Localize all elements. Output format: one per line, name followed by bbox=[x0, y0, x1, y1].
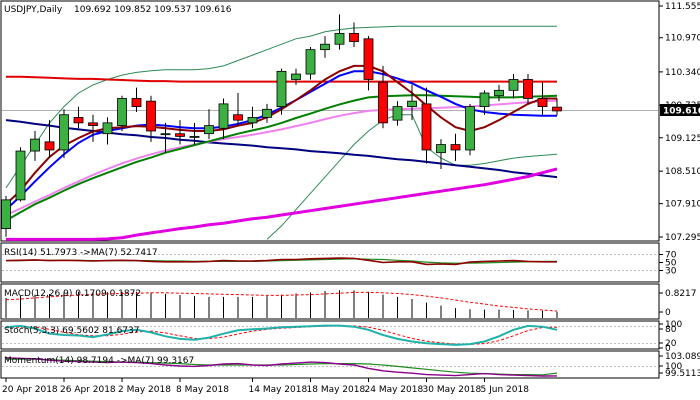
bear-candle bbox=[523, 79, 533, 99]
date-tick-label: 26 Apr 2018 bbox=[60, 385, 116, 395]
bear-candle bbox=[88, 122, 98, 126]
price-axis-tick-label: 107.910 bbox=[665, 200, 700, 210]
price-axis-tick-label: 111.555 bbox=[665, 2, 700, 12]
ohlc-values: 109.692 109.852 109.537 109.616 bbox=[74, 5, 232, 15]
macd-histogram bbox=[5, 290, 558, 318]
bear-candle bbox=[378, 81, 388, 124]
bear-candle bbox=[450, 144, 461, 151]
date-tick-label: 2 May 2018 bbox=[118, 385, 171, 395]
bull-candle bbox=[291, 73, 301, 80]
bear-candle bbox=[73, 117, 84, 124]
bollinger-upper-line bbox=[5, 25, 557, 189]
bear-candle bbox=[349, 32, 359, 42]
bull-candle bbox=[276, 70, 287, 107]
stoch-axis-tick-label: 80 bbox=[665, 325, 677, 335]
rsi-axis-tick-label: 70 bbox=[665, 251, 677, 261]
bull-candle bbox=[102, 122, 113, 135]
bear-candle bbox=[44, 141, 55, 151]
bull-candle bbox=[189, 136, 200, 138]
bull-candle bbox=[465, 106, 475, 151]
stoch-axis-tick-label: 100 bbox=[665, 320, 682, 330]
bear-candle bbox=[146, 100, 156, 132]
bull-candle bbox=[204, 125, 214, 135]
magenta-moving-average-line bbox=[6, 167, 558, 241]
rsi-axis-tick-label: 50 bbox=[665, 259, 677, 269]
date-axis: 20 Apr 2018 26 Apr 2018 2 May 2018 8 May 20… bbox=[2, 378, 529, 395]
bull-candle bbox=[494, 89, 504, 97]
date-tick-label: 20 Apr 2018 bbox=[2, 385, 58, 395]
price-axis-tick-label: 107.295 bbox=[665, 233, 700, 243]
bull-candle bbox=[247, 117, 258, 124]
bull-candle bbox=[334, 32, 345, 45]
bear-candle bbox=[363, 38, 374, 80]
macd-axis-tick-label: 0.8217 bbox=[665, 289, 697, 299]
date-tick-label: 30 May 2018 bbox=[423, 385, 482, 395]
green-moving-average-line bbox=[5, 94, 558, 222]
bear-candle bbox=[537, 98, 548, 107]
bull-candle bbox=[262, 108, 272, 118]
date-tick-label: 8 May 2018 bbox=[176, 385, 229, 395]
macd-axis-tick-label: 0 bbox=[665, 308, 671, 318]
rsi-lines bbox=[5, 257, 557, 266]
candles bbox=[1, 14, 562, 237]
navy-moving-average-line bbox=[5, 119, 558, 179]
bear-candle bbox=[421, 103, 432, 151]
bull-candle bbox=[160, 133, 171, 136]
price-axis-tick-label: 108.510 bbox=[665, 167, 700, 177]
bear-candle bbox=[552, 106, 562, 112]
stoch-title: Stoch(5,3,3) 69.5602 81.6737 bbox=[4, 326, 139, 336]
bull-candle bbox=[508, 79, 519, 91]
price-axis-tick-label: 110.970 bbox=[665, 34, 700, 44]
bull-candle bbox=[436, 144, 446, 154]
price-axis: 111.555110.970110.340109.725109.125108.5… bbox=[659, 2, 700, 243]
bull-candle bbox=[15, 150, 26, 201]
date-tick-label: 18 May 2018 bbox=[307, 385, 366, 395]
main-pane[interactable] bbox=[0, 0, 660, 242]
bull-candle bbox=[218, 103, 229, 129]
momentum-axis-tick-label: 99.5113 bbox=[665, 369, 700, 379]
momentum-axis: 103.089610099.5113 bbox=[659, 352, 700, 379]
stoch-lines bbox=[5, 324, 558, 346]
momentum-lines bbox=[5, 357, 558, 377]
momentum-ma-line bbox=[6, 358, 558, 376]
stoch-axis-tick-label: 0 bbox=[665, 344, 671, 354]
momentum-axis-tick-label: 100 bbox=[665, 362, 682, 372]
momentum-title: Momentum(14) 98.7194 ->MA(7) 99.3167 bbox=[4, 356, 194, 366]
current-price-label: 109.616 bbox=[663, 107, 700, 117]
bull-candle bbox=[1, 199, 11, 229]
rsi-axis-tick-label: 30 bbox=[665, 267, 677, 277]
date-tick-label: 24 May 2018 bbox=[365, 385, 424, 395]
bull-candle bbox=[392, 106, 403, 121]
macd-title: MACD(12,26,9) 0.1709 0.1872 bbox=[4, 289, 141, 299]
macd-axis: 0.8217 0 bbox=[659, 289, 697, 318]
current-price-box bbox=[660, 104, 700, 116]
date-tick-label: 5 Jun 2018 bbox=[481, 385, 530, 395]
stoch-main-line bbox=[5, 324, 558, 346]
bull-candle bbox=[479, 92, 490, 107]
bear-candle bbox=[131, 98, 142, 107]
price-axis-tick-label: 110.340 bbox=[665, 68, 700, 78]
bull-candle bbox=[59, 114, 69, 151]
price-axis-tick-label: 109.125 bbox=[665, 134, 700, 144]
date-tick-label: 14 May 2018 bbox=[249, 385, 308, 395]
bull-candle bbox=[407, 100, 417, 107]
bull-candle bbox=[30, 138, 40, 152]
bull-candle bbox=[117, 98, 127, 126]
rsi-line bbox=[5, 257, 557, 266]
bull-candle bbox=[305, 49, 316, 75]
symbol-title: USDJPY,Daily bbox=[4, 5, 63, 15]
rsi-title: RSI(14) 51.7973 ->MA(7) 52.7417 bbox=[4, 248, 158, 258]
bear-candle bbox=[233, 114, 243, 121]
macd-signal-line bbox=[5, 291, 558, 312]
momentum-line bbox=[5, 357, 558, 377]
bull-candle bbox=[320, 43, 330, 51]
macd-pane[interactable] bbox=[0, 283, 660, 320]
bear-candle bbox=[175, 133, 185, 137]
momentum-axis-tick-label: 103.0896 bbox=[665, 352, 700, 362]
stoch-axis-tick-label: 20 bbox=[665, 339, 677, 349]
